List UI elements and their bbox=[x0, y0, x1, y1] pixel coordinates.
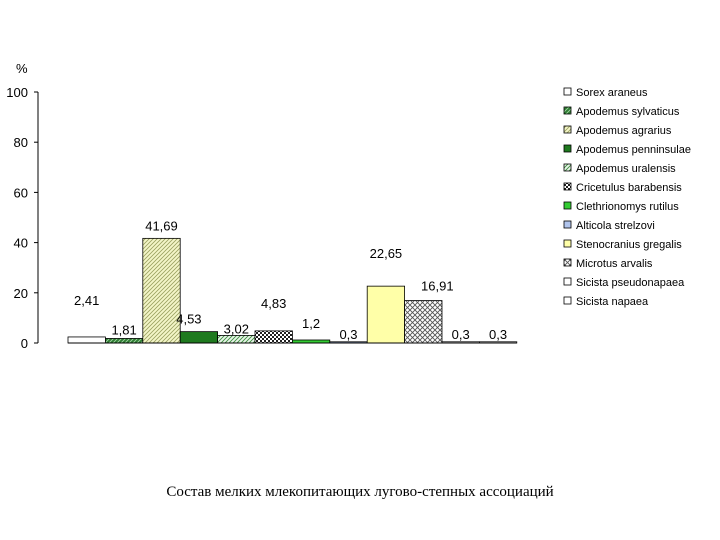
legend-swatch bbox=[563, 87, 572, 96]
data-label: 0,3 bbox=[339, 327, 357, 342]
data-label: 1,2 bbox=[302, 316, 320, 331]
legend-label: Apodemus sylvaticus bbox=[576, 106, 680, 118]
bar-sorex-araneus bbox=[67, 336, 106, 344]
data-label: 0,3 bbox=[489, 327, 507, 342]
legend-swatch bbox=[563, 163, 572, 172]
chart-caption: Состав мелких млекопитающих лугово-степн… bbox=[166, 484, 554, 500]
y-tick-label: 40 bbox=[14, 236, 28, 251]
legend-label: Apodemus agrarius bbox=[576, 125, 672, 137]
legend-label: Sicista pseudonapaea bbox=[576, 277, 685, 289]
data-labels-group: 2,41 1,81 41,69 4,53 3,02 4,83 1,2 0,3 22,65 16,9… bbox=[74, 218, 507, 342]
y-axis-ticks: 0 20 40 60 80 100 bbox=[6, 85, 38, 351]
legend-label: Sicista napaea bbox=[576, 296, 649, 308]
data-label: 1,81 bbox=[111, 322, 136, 337]
y-tick-label: 60 bbox=[14, 185, 28, 200]
data-label: 41,69 bbox=[145, 218, 178, 233]
legend-swatch bbox=[563, 258, 572, 267]
y-tick-label: 0 bbox=[21, 336, 28, 351]
legend-swatch bbox=[563, 239, 572, 248]
bar-apodemus-uralensis bbox=[217, 335, 256, 344]
y-tick-label: 80 bbox=[14, 135, 28, 150]
bar-apodemus-agrarius bbox=[142, 237, 181, 344]
data-label: 3,02 bbox=[224, 321, 249, 336]
legend-label: Cricetulus barabensis bbox=[576, 182, 682, 194]
bar-apodemus-sylvaticus bbox=[105, 338, 144, 344]
legend-label: Apodemus uralensis bbox=[576, 163, 676, 175]
bar-cricetulus-barabensis bbox=[254, 330, 293, 344]
bar-apodemus-penninsulae bbox=[179, 331, 218, 344]
data-label: 16,91 bbox=[421, 279, 454, 294]
legend-swatch bbox=[563, 182, 572, 191]
data-label: 4,53 bbox=[176, 312, 201, 327]
legend-swatch bbox=[563, 277, 572, 286]
legend-label: Microtus arvalis bbox=[576, 258, 653, 270]
legend-label: Clethrionomys rutilus bbox=[576, 201, 679, 213]
legend-swatch bbox=[563, 144, 572, 153]
legend-label: Apodemus penninsulae bbox=[576, 144, 691, 156]
legend-label: Sorex araneus bbox=[576, 87, 648, 99]
bars-group bbox=[67, 237, 518, 344]
y-tick-label: 100 bbox=[6, 85, 28, 100]
legend-label: Alticola strelzovi bbox=[576, 220, 655, 232]
data-label: 2,41 bbox=[74, 293, 99, 308]
legend: Sorex araneus Apodemus sylvaticus Apodemus… bbox=[563, 87, 691, 308]
legend-label: Stenocranius gregalis bbox=[576, 239, 682, 251]
legend-swatch bbox=[563, 220, 572, 229]
legend-swatch bbox=[563, 106, 572, 115]
y-tick-label: 20 bbox=[14, 286, 28, 301]
bar-stenocranius-gregalis bbox=[366, 285, 406, 344]
bar-microtus-arvalis bbox=[404, 300, 443, 344]
data-label: 22,65 bbox=[370, 246, 403, 261]
data-label: 4,83 bbox=[261, 296, 286, 311]
legend-swatch bbox=[563, 125, 572, 134]
y-axis-unit: % bbox=[16, 61, 28, 76]
data-label: 0,3 bbox=[452, 327, 470, 342]
legend-swatch bbox=[563, 201, 572, 210]
legend-swatch bbox=[563, 296, 572, 305]
